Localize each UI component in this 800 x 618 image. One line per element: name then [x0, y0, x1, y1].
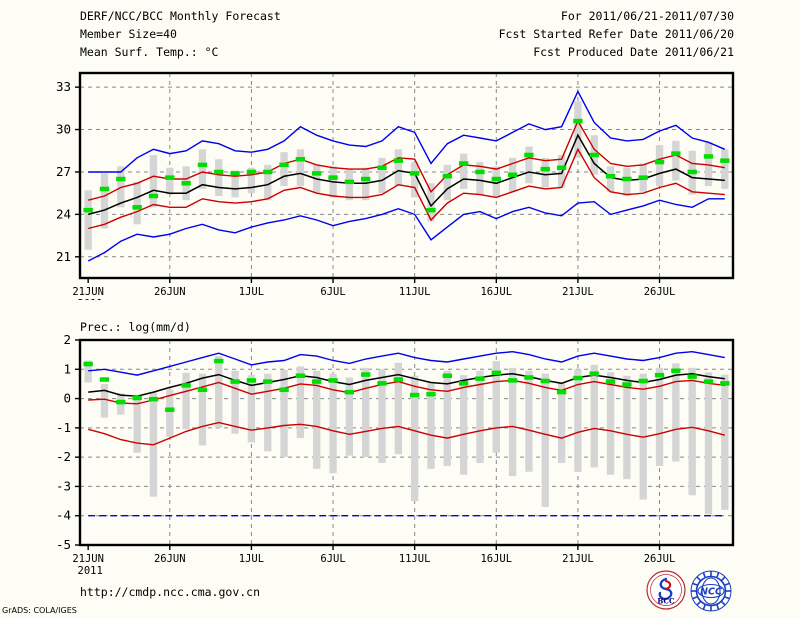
x-tick-label: 1JUL — [239, 286, 264, 298]
x-tick-label: 16JUL — [480, 286, 512, 298]
report-title: DERF/NCC/BCC Monthly Forecast — [80, 9, 281, 23]
x-tick-label: 6JUL — [320, 286, 345, 298]
y-tick-label: 24 — [56, 206, 71, 221]
series-upper_quartile — [88, 119, 725, 201]
y-tick-label: 0 — [63, 391, 71, 406]
precipitation-variable-label: Prec.: log(mm/d) — [80, 320, 191, 334]
y-tick-label: 21 — [56, 249, 71, 264]
x-tick-label: 26JUN — [154, 553, 186, 565]
series-upper_quartile — [88, 379, 725, 405]
series-mean — [88, 133, 725, 216]
bcc-logo: BCC — [646, 570, 686, 610]
x-tick-label: 26JUN — [154, 286, 186, 298]
x-tick-label: 21JUL — [562, 286, 594, 298]
x-tick-label: 21JUN — [72, 286, 104, 298]
y-tick-label: -5 — [56, 537, 71, 552]
y-tick-label: 30 — [56, 122, 71, 137]
x-tick-label: 21JUN — [72, 553, 104, 565]
x-tick-label: 6JUL — [320, 553, 345, 565]
ncc-logo: NCC — [690, 570, 732, 612]
series-mean — [88, 372, 725, 397]
temperature-variable-label: Mean Surf. Temp.: °C — [80, 45, 219, 59]
series-min — [87, 198, 725, 262]
plot-frame — [78, 71, 735, 280]
series-lower_quartile — [88, 147, 725, 230]
ensemble-spread-bars — [84, 101, 729, 250]
member-size-label: Member Size=40 — [80, 27, 177, 41]
y-tick-label: 1 — [63, 361, 71, 376]
x-tick-label: 21JUL — [562, 553, 594, 565]
y-tick-label: -2 — [56, 449, 71, 464]
forecast-period-label: For 2011/06/21-2011/07/30 — [560, 9, 734, 23]
y-tick-label: 2 — [63, 332, 71, 347]
series-max — [88, 350, 725, 376]
temperature-plot-svg: 21 24 27 30 33 21JUN 26JUN 1JUL 6JUL 11JUL 16JUL 21… — [56, 71, 735, 300]
grid-lines — [80, 73, 733, 278]
y-tick-label: 33 — [56, 79, 71, 94]
y-tick-label: -3 — [56, 478, 71, 493]
series-lower_quartile — [88, 421, 725, 446]
y-tick-label: -1 — [56, 420, 71, 435]
x-axis-year-label: 2011 — [78, 565, 103, 577]
y-tick-label: 27 — [56, 164, 71, 179]
x-tick-label: 1JUL — [239, 553, 264, 565]
svg-text:NCC: NCC — [700, 587, 722, 598]
x-tick-label: 11JUL — [399, 286, 431, 298]
median-markers — [83, 358, 730, 412]
website-url[interactable]: http://cmdp.ncc.cma.gov.cn — [80, 585, 261, 599]
x-tick-label: 26JUL — [644, 553, 676, 565]
plot-frame — [78, 338, 735, 547]
grid-lines — [80, 340, 733, 545]
median-markers — [83, 118, 730, 213]
series-max — [88, 89, 726, 173]
forecast-produced-date-label: Fcst Produced Date 2011/06/21 — [533, 45, 734, 59]
y-tick-label: -4 — [56, 508, 71, 523]
x-axis-year-label: 2011 — [78, 298, 103, 300]
x-tick-label: 26JUL — [644, 286, 676, 298]
ensemble-spread-bars — [84, 356, 729, 515]
x-tick-label: 11JUL — [399, 553, 431, 565]
grads-credit: GrADS: COLA/IGES — [2, 606, 77, 615]
x-tick-label: 16JUL — [480, 553, 512, 565]
forecast-start-date-label: Fcst Started Refer Date 2011/06/20 — [498, 27, 734, 41]
svg-text:BCC: BCC — [657, 597, 675, 606]
